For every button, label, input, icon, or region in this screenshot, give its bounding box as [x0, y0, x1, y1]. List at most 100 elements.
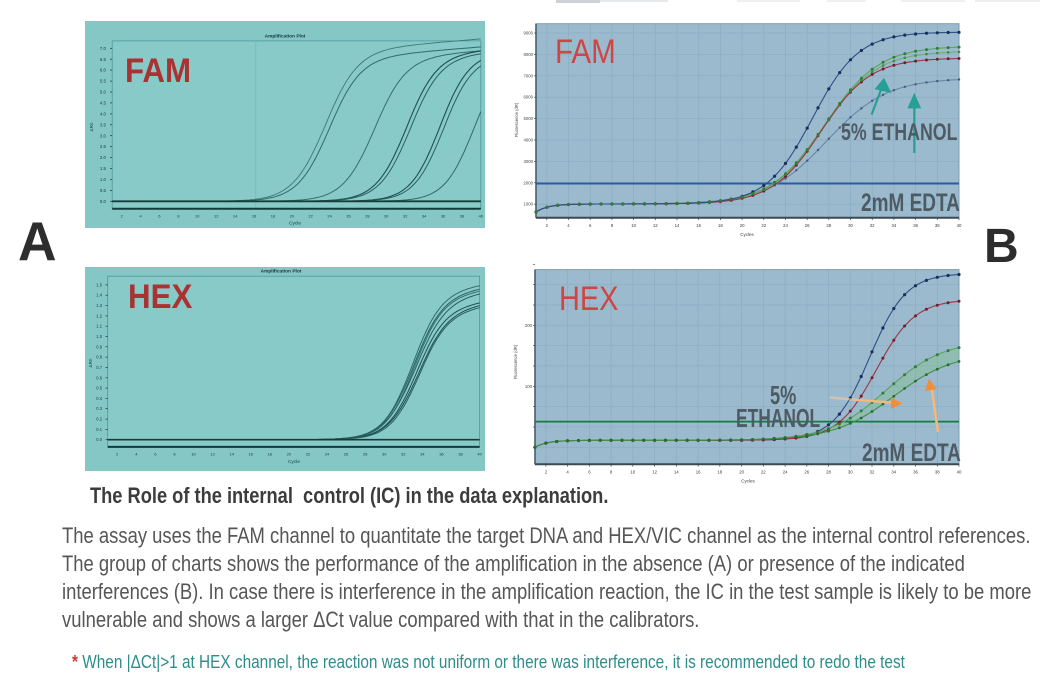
- svg-text:2: 2: [121, 214, 123, 219]
- svg-text:32: 32: [870, 223, 875, 228]
- svg-text:22: 22: [761, 223, 766, 228]
- svg-text:0.0: 0.0: [100, 199, 107, 204]
- svg-text:10: 10: [195, 214, 200, 219]
- svg-text:40: 40: [957, 470, 962, 475]
- svg-text:0.6: 0.6: [96, 375, 102, 380]
- svg-text:Fluorescence (dR): Fluorescence (dR): [514, 102, 519, 137]
- svg-text:Fluorescence (dR): Fluorescence (dR): [513, 344, 518, 379]
- svg-text:4: 4: [135, 452, 138, 457]
- svg-text:20: 20: [290, 214, 295, 219]
- svg-text:5000: 5000: [523, 116, 533, 121]
- svg-text:0.9: 0.9: [96, 344, 102, 349]
- svg-text:26: 26: [804, 470, 809, 475]
- svg-text:ΔRn: ΔRn: [88, 358, 93, 367]
- svg-text:9000: 9000: [523, 31, 533, 36]
- svg-text:20: 20: [287, 452, 292, 457]
- svg-text:30: 30: [384, 214, 389, 219]
- svg-text:12: 12: [652, 470, 657, 475]
- svg-text:8: 8: [610, 470, 613, 475]
- svg-text:4: 4: [566, 470, 569, 475]
- svg-text:5.5: 5.5: [100, 79, 107, 84]
- svg-text:40: 40: [479, 214, 484, 219]
- svg-text:2.0: 2.0: [100, 155, 107, 160]
- svg-text:10: 10: [191, 452, 196, 457]
- svg-text:32: 32: [401, 452, 405, 457]
- svg-text:12: 12: [214, 214, 218, 219]
- svg-text:38: 38: [935, 470, 940, 475]
- svg-text:0.2: 0.2: [96, 417, 102, 422]
- svg-text:200: 200: [525, 323, 533, 328]
- svg-text:24: 24: [327, 214, 332, 219]
- svg-text:28: 28: [826, 470, 831, 475]
- svg-text:4: 4: [567, 223, 570, 228]
- svg-text:6000: 6000: [523, 95, 533, 100]
- svg-text:32: 32: [870, 470, 875, 475]
- svg-text:3.0: 3.0: [100, 133, 107, 138]
- svg-text:4.0: 4.0: [100, 112, 107, 117]
- svg-text:6: 6: [158, 214, 160, 219]
- svg-text:Cycle: Cycle: [288, 459, 300, 465]
- svg-text:20: 20: [739, 470, 744, 475]
- svg-text:7.0: 7.0: [100, 46, 107, 51]
- svg-text:18: 18: [268, 452, 272, 457]
- svg-text:0.0: 0.0: [96, 437, 102, 442]
- svg-text:14: 14: [230, 452, 235, 457]
- svg-text:18: 18: [271, 214, 275, 219]
- svg-text:24: 24: [783, 470, 788, 475]
- svg-text:8000: 8000: [523, 52, 533, 57]
- svg-text:10: 10: [630, 470, 635, 475]
- svg-text:4000: 4000: [523, 138, 533, 143]
- svg-text:38: 38: [458, 452, 462, 457]
- svg-text:3.5: 3.5: [100, 122, 107, 127]
- svg-text:2: 2: [116, 452, 118, 457]
- svg-text:24: 24: [783, 223, 788, 228]
- svg-text:ΔRn: ΔRn: [89, 122, 94, 131]
- svg-text:38: 38: [935, 223, 940, 228]
- svg-text:26: 26: [805, 223, 810, 228]
- svg-text:34: 34: [892, 223, 897, 228]
- svg-text:16: 16: [696, 223, 701, 228]
- svg-text:28: 28: [826, 223, 831, 228]
- svg-text:26: 26: [344, 452, 348, 457]
- svg-text:36: 36: [913, 470, 918, 475]
- svg-text:28: 28: [363, 452, 367, 457]
- svg-text:Amplification Plot: Amplification Plot: [265, 34, 306, 40]
- svg-text:22: 22: [306, 452, 310, 457]
- svg-text:2000: 2000: [523, 180, 533, 185]
- svg-text:3000: 3000: [523, 159, 533, 164]
- svg-text:2.5: 2.5: [100, 144, 107, 149]
- svg-text:0.1: 0.1: [96, 427, 102, 432]
- svg-text:36: 36: [439, 452, 443, 457]
- svg-text:5.0: 5.0: [100, 90, 107, 95]
- svg-text:14: 14: [233, 214, 238, 219]
- svg-text:34: 34: [420, 452, 425, 457]
- svg-text:7000: 7000: [523, 73, 533, 78]
- svg-text:36: 36: [441, 214, 445, 219]
- svg-text:0.5: 0.5: [100, 188, 107, 193]
- svg-text:6.0: 6.0: [100, 68, 107, 73]
- svg-text:1.5: 1.5: [96, 282, 102, 287]
- svg-text:30: 30: [848, 470, 853, 475]
- svg-text:0.3: 0.3: [96, 406, 102, 411]
- svg-text:4.5: 4.5: [100, 101, 107, 106]
- svg-text:1.1: 1.1: [96, 324, 102, 329]
- svg-text:18: 18: [718, 223, 723, 228]
- svg-text:6: 6: [154, 452, 156, 457]
- svg-text:22: 22: [761, 470, 766, 475]
- svg-text:4: 4: [140, 214, 143, 219]
- svg-text:16: 16: [696, 470, 701, 475]
- svg-text:0.7: 0.7: [96, 365, 102, 370]
- svg-text:1.0: 1.0: [100, 177, 107, 182]
- svg-text:38: 38: [460, 214, 464, 219]
- svg-text:28: 28: [365, 214, 369, 219]
- svg-text:16: 16: [252, 214, 256, 219]
- svg-text:Cycles: Cycles: [741, 479, 755, 484]
- svg-text:40: 40: [477, 452, 482, 457]
- svg-text:6: 6: [588, 470, 591, 475]
- svg-text:2: 2: [546, 223, 549, 228]
- svg-text:8: 8: [611, 223, 614, 228]
- svg-text:Cycle: Cycle: [289, 221, 301, 227]
- svg-text:8: 8: [173, 452, 175, 457]
- svg-text:34: 34: [891, 470, 896, 475]
- svg-text:6: 6: [589, 223, 592, 228]
